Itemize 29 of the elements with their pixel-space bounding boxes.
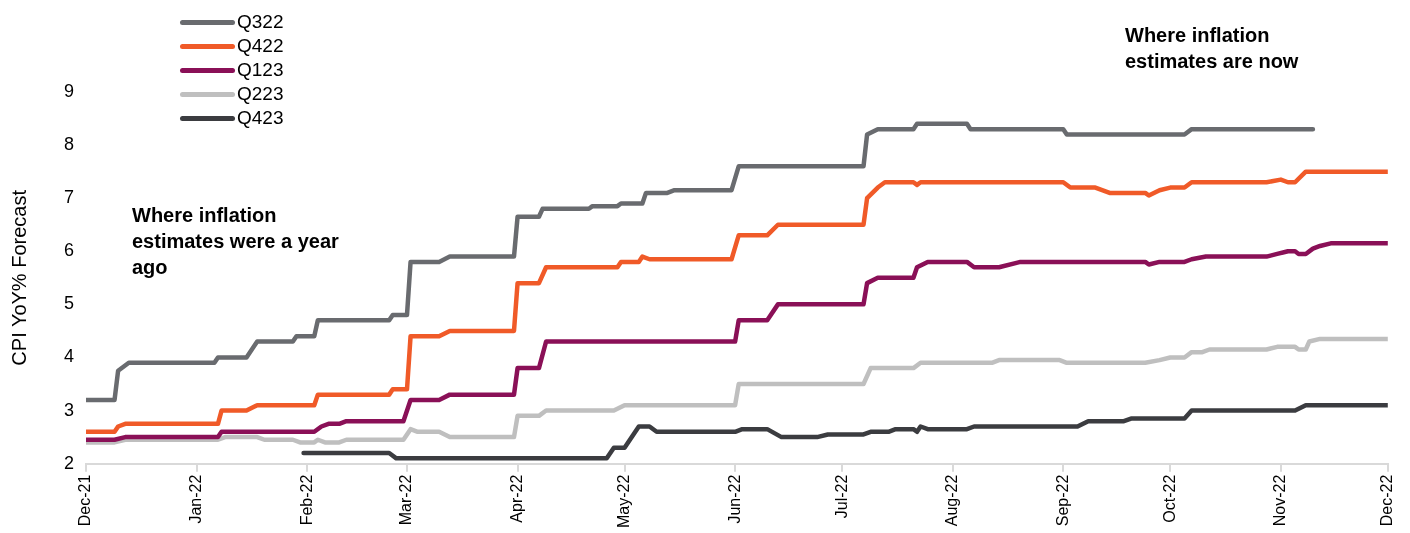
x-tick-label: Aug-22 — [943, 474, 961, 527]
y-tick-label: 9 — [64, 80, 75, 101]
x-tick-label: Dec-22 — [1378, 474, 1396, 527]
y-tick-label: 6 — [64, 240, 75, 261]
legend-label: Q322 — [237, 10, 284, 34]
text: Where inflation estimates are now — [1125, 23, 1300, 74]
annotation: Where inflation estimates were a year ago — [132, 203, 340, 280]
x-tick-label: Nov-22 — [1271, 474, 1289, 527]
x-tick-label: Jan-22 — [186, 474, 204, 524]
x-tick-label: Jul-22 — [832, 474, 850, 519]
x-tick-label: May-22 — [614, 474, 632, 529]
x-tick-label: Jun-22 — [725, 474, 743, 524]
x-tick-label: Oct-22 — [1160, 474, 1178, 523]
x-tick-label: Dec-21 — [76, 474, 94, 527]
y-axis-title: CPI YoY% Forecast — [7, 189, 30, 366]
legend-label: Q123 — [237, 58, 284, 82]
y-tick-label: 5 — [64, 293, 75, 314]
x-tick-label: Mar-22 — [397, 474, 415, 526]
y-tick-label: 8 — [64, 134, 75, 155]
x-tick-label: Sep-22 — [1053, 474, 1071, 527]
y-tick-label: 7 — [64, 187, 75, 208]
legend-label: Q422 — [237, 34, 284, 58]
x-tick-label: Feb-22 — [297, 474, 315, 526]
y-tick-label: 2 — [64, 452, 75, 473]
y-tick-label: 3 — [64, 399, 75, 420]
legend-label: Q223 — [237, 82, 284, 106]
y-tick-label: 4 — [64, 346, 75, 367]
legend-label: Q423 — [237, 106, 284, 130]
x-tick-label: Apr-22 — [507, 474, 525, 523]
